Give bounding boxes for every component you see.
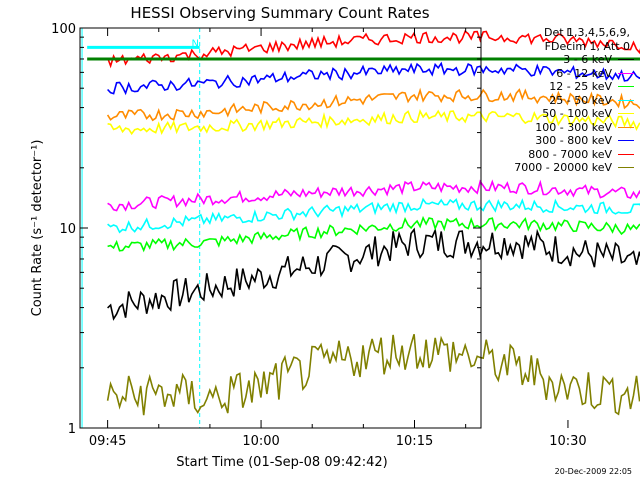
legend-label: 3 - 6 keV [563,53,612,66]
legend-label: 7000 - 20000 keV [514,161,612,174]
legend-label: 100 - 300 keV [535,120,612,134]
legend-item: 6 - 12 keV [484,67,634,81]
legend-swatch [618,72,634,74]
annotation-n: N [192,38,199,49]
plot-area: NRDD409:4510:0010:1510:3010:4511:0011:15… [51,22,640,449]
x-tick-label-0: 09:45 [89,434,126,449]
x-tick-label-3: 10:30 [549,434,586,449]
y-tick-label-1: 10 [59,222,76,237]
legend-label: 12 - 25 keV [549,80,612,93]
legend-label: 50 - 100 keV [542,107,612,120]
legend-item: 7000 - 20000 keV [484,161,634,175]
legend-label: 300 - 800 keV [535,134,612,147]
legend-swatch [618,86,634,88]
legend-header-1: Det 1,3,4,5,6,9, [543,26,630,39]
legend-item: 12 - 25 keV [484,80,634,94]
legend-swatch [618,113,634,115]
legend-item: 800 - 7000 keV [484,148,634,162]
series-25-50-kev [107,197,640,234]
y-tick-label-0: 1 [68,422,76,437]
legend-swatch [618,126,634,128]
legend-swatch [618,167,634,169]
legend-label: 800 - 7000 keV [528,147,612,161]
legend-swatch [618,59,634,61]
legend: Det 1,3,4,5,6,9, FDecim 1, Att 0 3 - 6 k… [484,26,634,175]
legend-item: 300 - 800 keV [484,134,634,148]
series-3-6-kev [107,227,640,321]
series-12-25-kev [107,215,640,253]
legend-label: 6 - 12 keV [556,66,612,80]
x-axis-label: Start Time (01-Sep-08 09:42:42) [176,455,387,470]
legend-item: 50 - 100 keV [484,107,634,121]
legend-item: 100 - 300 keV [484,121,634,135]
legend-swatch [618,140,634,142]
legend-item: 25 - 50 keV [484,94,634,108]
series-800-7000-kev [106,29,640,69]
y-axis-label: Count Rate (s⁻¹ detector⁻¹) [30,140,45,317]
chart-title: HESSI Observing Summary Count Rates [130,4,429,22]
series-50-100-kev [107,109,640,136]
legend-item: 3 - 6 keV [484,53,634,67]
legend-swatch [618,99,634,101]
series-100-300-kev [106,87,640,122]
legend-swatch [618,153,634,155]
legend-header-2: FDecim 1, Att 0 [544,39,630,53]
legend-label: 25 - 50 keV [549,93,612,107]
y-tick-label-2: 100 [51,22,76,37]
series-300-800-kev [107,61,640,96]
series-7000-20000-kev [106,333,640,416]
x-tick-label-2: 10:15 [396,434,433,449]
legend-rows: 3 - 6 keV 6 - 12 keV 12 - 25 keV 25 - 50 ke… [484,53,634,175]
footer-timestamp: 20-Dec-2009 22:05 [554,467,632,476]
series-6-12-kev [107,179,640,212]
x-tick-label-1: 10:00 [242,434,279,449]
